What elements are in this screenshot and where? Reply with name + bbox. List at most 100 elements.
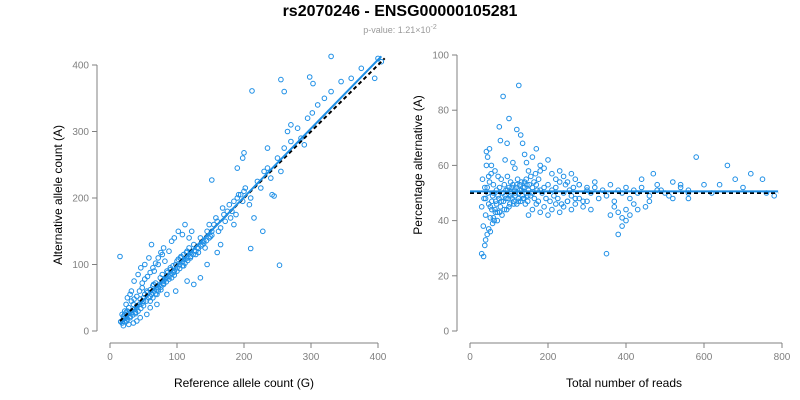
- data-point: [584, 198, 590, 205]
- data-point: [677, 181, 684, 188]
- data-point: [175, 228, 182, 235]
- x-tick-label: 200: [236, 352, 253, 363]
- data-point: [615, 209, 622, 216]
- data-point: [510, 181, 516, 188]
- y-tick-label: 400: [72, 61, 89, 72]
- data-point: [537, 209, 544, 216]
- left-y-axis: 0 100 200 300 400: [72, 61, 98, 338]
- data-point: [146, 255, 152, 261]
- data-point: [490, 181, 497, 188]
- data-point: [484, 231, 491, 238]
- data-point: [529, 154, 536, 160]
- data-point: [528, 173, 534, 180]
- data-point: [226, 201, 233, 208]
- data-point: [187, 255, 194, 261]
- data-point: [489, 220, 496, 227]
- data-point: [482, 212, 489, 218]
- data-point: [584, 184, 590, 191]
- data-point: [580, 204, 586, 210]
- data-point: [545, 212, 551, 218]
- data-point: [494, 217, 501, 224]
- data-point: [278, 76, 284, 83]
- left-lines: [119, 55, 386, 326]
- data-point: [483, 162, 490, 169]
- data-point: [140, 302, 147, 309]
- data-point: [191, 281, 197, 288]
- data-point: [560, 204, 567, 210]
- data-point: [158, 287, 164, 293]
- y-tick-label: 20: [438, 271, 450, 282]
- data-point: [490, 215, 497, 221]
- left-x-axis-title: Reference allele count (G): [174, 376, 314, 390]
- data-point: [638, 176, 645, 182]
- data-point: [159, 271, 166, 278]
- data-point: [496, 209, 503, 216]
- data-point: [301, 142, 308, 148]
- data-point: [147, 269, 153, 276]
- data-point: [309, 110, 316, 116]
- data-point: [529, 206, 536, 213]
- y-tick-label: 0: [83, 327, 89, 338]
- data-point: [204, 261, 210, 268]
- data-point: [543, 195, 549, 202]
- p-value-exponent: -2: [430, 24, 437, 31]
- data-point: [553, 201, 559, 207]
- data-point: [507, 201, 513, 207]
- data-point: [588, 206, 594, 213]
- data-point: [321, 95, 328, 102]
- y-tick-label: 100: [432, 51, 449, 62]
- x-tick-label: 800: [774, 352, 791, 363]
- data-point: [485, 201, 492, 207]
- data-point: [512, 165, 518, 171]
- right-y-axis: 0 20 40 60 80 100: [432, 51, 458, 338]
- data-point: [498, 198, 505, 205]
- data-point: [328, 88, 334, 95]
- y-tick-label: 100: [72, 260, 89, 271]
- data-point: [529, 184, 536, 191]
- data-point: [128, 288, 135, 294]
- data-point: [516, 82, 522, 89]
- x-tick-label: 200: [540, 352, 557, 363]
- data-point: [144, 273, 151, 280]
- x-tick-label: 100: [169, 352, 186, 363]
- data-point: [241, 188, 247, 195]
- data-point: [603, 193, 610, 199]
- data-point: [117, 253, 123, 260]
- data-point: [482, 195, 489, 202]
- chart-title: rs2070246 - ENSG00000105281: [282, 3, 518, 20]
- data-point: [627, 195, 633, 202]
- data-point: [724, 162, 731, 169]
- data-point: [607, 181, 614, 188]
- data-point: [147, 298, 153, 304]
- data-point: [525, 212, 532, 218]
- scatter-panel-allele-counts: 0 100 200 300 400 0 100 200 300 400 Reference al…: [51, 53, 387, 390]
- data-point: [487, 204, 494, 210]
- data-point: [619, 223, 625, 229]
- left-x-axis: 0 100 200 300 400: [107, 342, 387, 363]
- right-x-axis: 0 200 400 600 800: [467, 342, 791, 363]
- data-point: [260, 228, 266, 235]
- data-point: [142, 261, 148, 268]
- data-point: [545, 157, 551, 163]
- data-point: [504, 140, 510, 147]
- data-point: [126, 321, 132, 328]
- data-point: [207, 233, 214, 240]
- data-point: [480, 223, 487, 229]
- p-value-base: 10: [420, 25, 431, 35]
- data-point: [576, 195, 583, 202]
- data-point: [338, 78, 344, 85]
- data-point: [278, 168, 284, 175]
- data-point: [533, 146, 540, 152]
- data-point: [328, 53, 334, 60]
- data-point: [553, 184, 559, 191]
- p-value-subtitle: p-value: 1.21×10-2: [0, 24, 800, 35]
- data-point: [261, 168, 267, 175]
- p-value-mantissa: 1.21: [397, 25, 416, 35]
- data-point: [497, 137, 504, 144]
- data-point: [556, 209, 563, 216]
- data-point: [533, 201, 540, 207]
- y-tick-label: 300: [72, 127, 89, 138]
- data-point: [623, 217, 629, 224]
- data-point: [492, 206, 498, 213]
